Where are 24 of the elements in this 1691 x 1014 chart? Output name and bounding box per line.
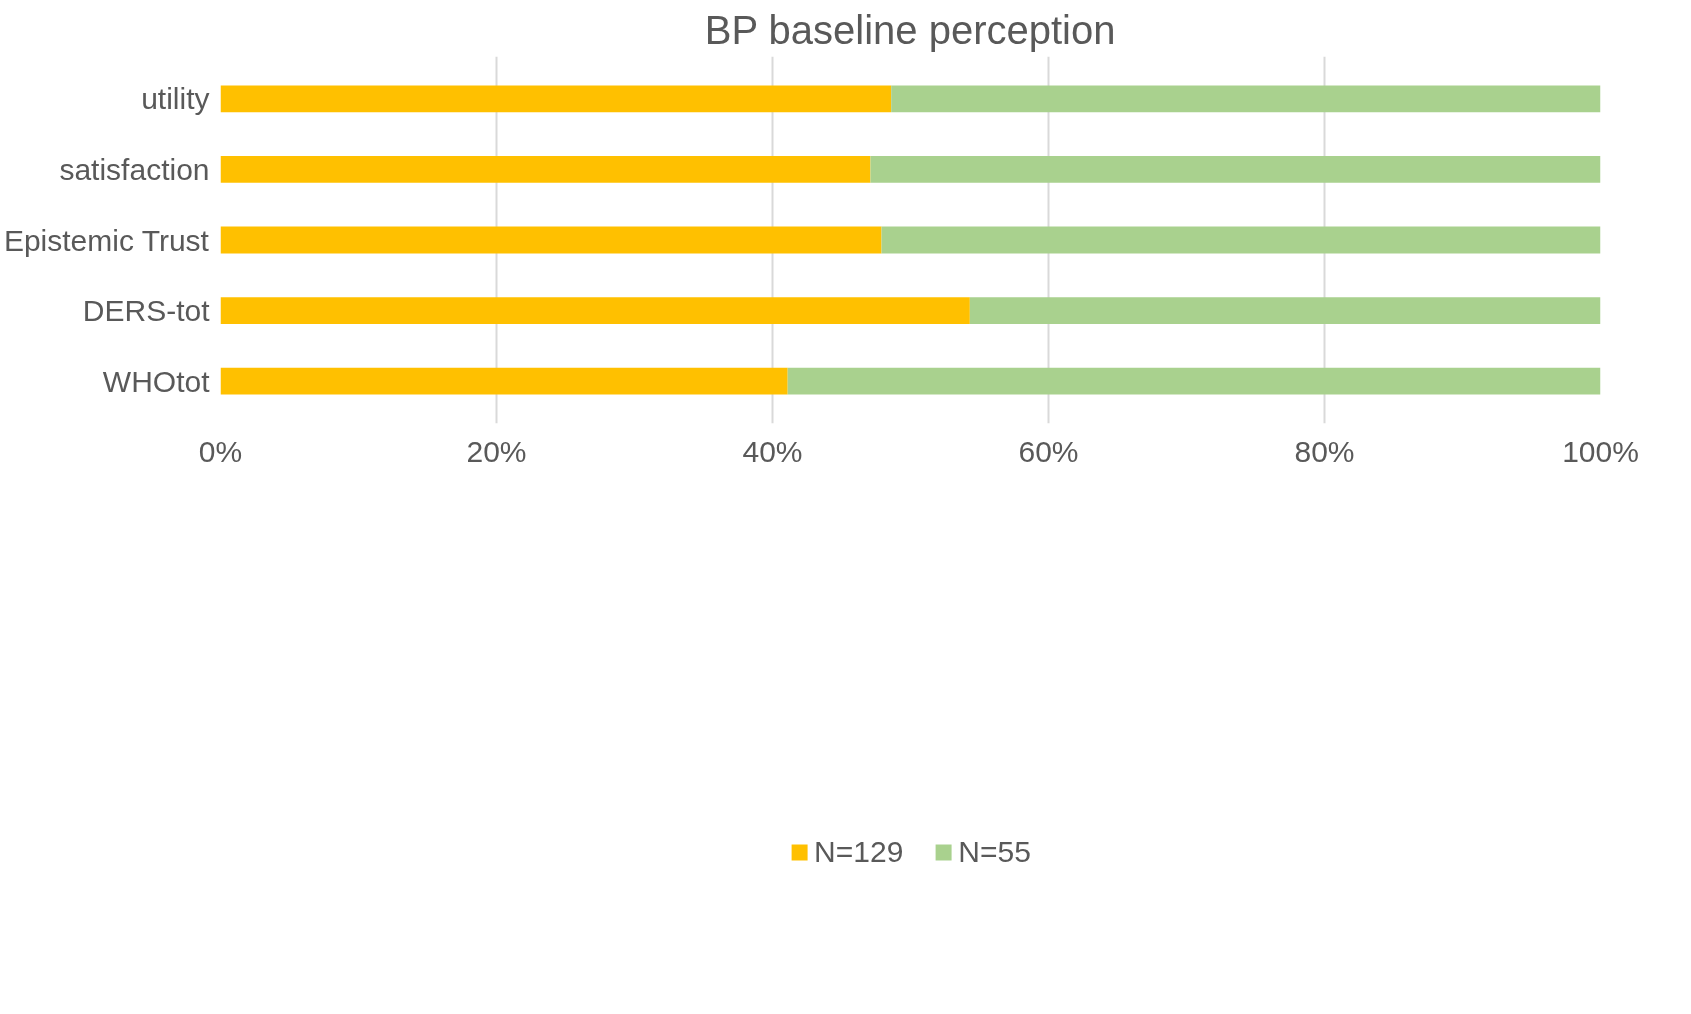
y-tick-label: satisfaction [59, 152, 210, 186]
x-tick-label: 0% [198, 434, 243, 468]
bar [870, 156, 1601, 183]
bar [220, 226, 882, 254]
legend-label: N=129 [814, 834, 904, 869]
bar [969, 297, 1601, 324]
bar [787, 367, 1601, 395]
x-tick-label: 100% [1562, 434, 1639, 468]
x-tick-label: 40% [742, 434, 803, 468]
bar [881, 226, 1601, 254]
y-tick-label: utility [141, 82, 210, 116]
bar [220, 297, 970, 324]
x-tick-label: 60% [1018, 434, 1079, 468]
legend-label: N=55 [958, 834, 1031, 869]
y-tick-label: DERS-tot [82, 294, 211, 328]
x-tick-label: 20% [466, 434, 527, 468]
y-tick-label: WHOtot [102, 364, 211, 398]
y-tick-label: Epistemic Trust [3, 223, 210, 257]
bar [220, 156, 871, 183]
bar [891, 85, 1601, 113]
bar [220, 367, 788, 395]
bar [220, 85, 892, 113]
chart-title: BP baseline perception [704, 7, 1116, 52]
x-tick-label: 80% [1294, 434, 1355, 468]
